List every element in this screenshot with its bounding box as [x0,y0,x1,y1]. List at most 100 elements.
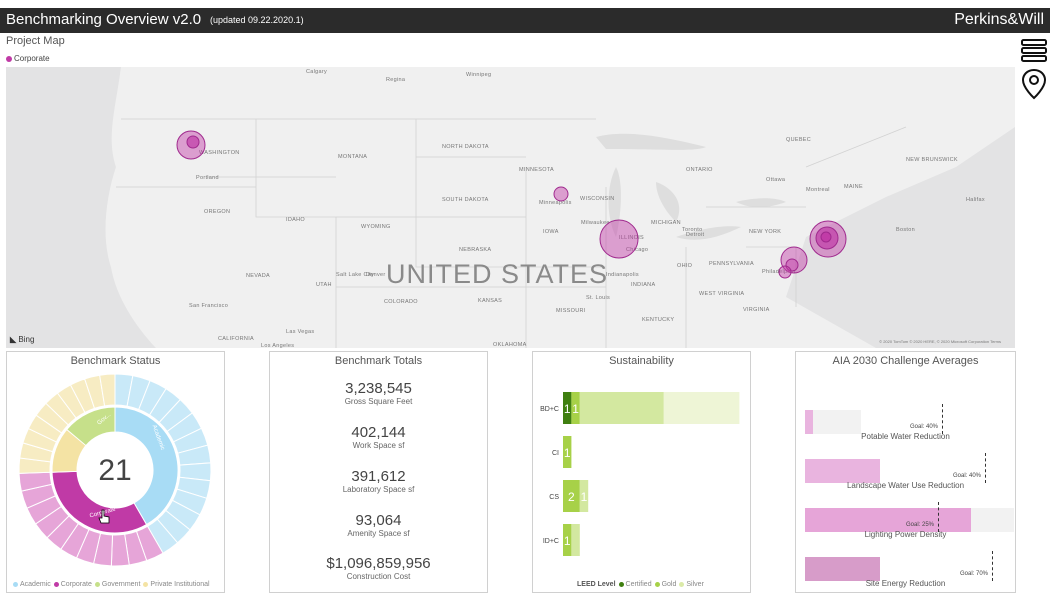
country-label: UNITED STATES [386,259,609,289]
leed-category-label: CS [549,494,559,501]
map-region-label: UTAH [316,282,332,288]
aia-bar-fill[interactable] [805,508,971,532]
map-legend: Corporate [6,54,50,63]
lake-erie [676,226,741,240]
status-sunburst[interactable]: 21AcademicCorporateGov... [7,370,224,585]
leed-legend-item[interactable]: Silver [686,581,704,588]
aia-bar-fill[interactable] [805,459,881,483]
map-region-label: Minneapolis [539,200,572,206]
updated-note: (updated 09.22.2020.1) [210,15,304,25]
aia-goal-line [942,404,943,434]
aia-bar-fill[interactable] [805,410,813,434]
government-segment[interactable] [66,406,116,447]
map-region-label: NEVADA [246,273,271,279]
benchmark-totals-title: Benchmark Totals [334,355,423,367]
legend-dot-icon [679,581,685,587]
stat-amenity-space: 93,064 Amenity Space sf [270,512,487,538]
map-region-label: Winnipeg [466,72,492,78]
status-legend-item[interactable]: Academic [20,581,51,588]
sustainability-panel: Sustainability BD+C 1 1 CI 1 CS 2 1 ID+C 1 LEED L… [532,351,751,593]
project-marker-seattle-inner[interactable] [186,135,200,149]
stat-label: Construction Cost [346,572,411,581]
leed-bar-segment[interactable] [579,392,664,424]
layers-icon[interactable] [1020,38,1048,62]
status-legend-item[interactable]: Corporate [60,581,92,588]
map-region-label: VIRGINIA [743,307,770,313]
aia-metric-label: Site Energy Reduction [865,579,946,588]
stat-work-space: 402,144 Work Space sf [270,424,487,450]
map-region-label: KANSAS [478,298,503,304]
map-region-label: Halifax [966,197,985,203]
project-marker-minneapolis[interactable] [553,186,569,202]
leed-bar-segment[interactable] [571,524,580,556]
legend-dot-icon [53,581,59,587]
leed-bar-segment[interactable] [563,524,572,556]
project-map[interactable]: Calgary WASHINGTON Portland MONTANA NORTH DA… [6,67,1015,348]
project-marker-chicago[interactable] [599,219,639,259]
title-bar: Benchmarking Overview v2.0 (updated 09.2… [0,8,1050,33]
leed-category-label: BD+C [540,406,559,413]
leed-legend-item[interactable]: Certified [625,581,652,588]
private-institutional-segment-outer[interactable] [99,373,116,407]
stat-value: $1,096,859,956 [326,555,431,572]
map-copyright: © 2020 TomTom © 2020 HERE, © 2020 Micros… [879,339,1001,344]
bing-logo: ◣ Bing [10,335,35,344]
leed-legend-title: LEED Level [577,581,616,588]
leed-bar-value: 1 [564,534,571,548]
aia-metric-label: Lighting Power Density [864,530,947,539]
sustainability-chart[interactable]: BD+C 1 1CI 1CS 2 1ID+C 1 [533,370,750,570]
leed-bar-segment[interactable] [563,480,580,512]
stat-label: Amenity Space sf [347,529,410,538]
leed-bar-segment[interactable] [563,392,572,424]
brand-logo: Perkins&Will [954,11,1044,28]
aia-bar-fill[interactable] [805,557,881,581]
map-region-label: NEBRASKA [459,247,492,253]
map-region-label: OHIO [677,263,693,269]
map-region-label: QUEBEC [786,137,812,143]
leed-bar-segment[interactable] [571,392,580,424]
status-legend-item[interactable]: Private Institutional [150,581,210,588]
map-section-title: Project Map [6,35,65,47]
map-region-label: San Francisco [189,303,229,309]
map-region-label: St. Louis [586,295,611,301]
legend-dot-icon [94,581,100,587]
corporate-dot-icon [6,55,12,62]
leed-bar-value: 1 [564,402,571,416]
leed-bar-segment[interactable] [579,480,589,512]
report-title: Benchmarking Overview v2.0 [6,11,202,28]
project-marker-dc[interactable] [778,265,792,279]
aia-goal-label: Goal: 70% [960,571,989,577]
map-region-label: Portland [196,175,219,181]
map-region-label: MAINE [844,184,863,190]
leed-bar-value: 2 [568,490,575,504]
aia-goal-line [938,502,939,532]
map-region-label: Ottawa [766,177,786,183]
map-region-label: WYOMING [361,224,391,230]
map-region-label: MISSOURI [556,308,586,314]
map-region-label: KENTUCKY [642,317,675,323]
lake-huron [656,182,680,222]
lake-michigan [608,167,621,237]
legend-dot-icon [13,581,18,587]
academic-segment[interactable] [114,406,179,526]
stat-label: Work Space sf [352,441,405,450]
project-marker-nyc-inner[interactable] [820,231,832,243]
map-region-label: Denver [366,272,386,278]
aia-goal-line [992,551,993,581]
map-region-label: NEW YORK [749,229,782,235]
pacific-ocean [6,67,156,348]
map-region-label: Salt Lake City [336,272,375,278]
leed-bar-segment[interactable] [663,392,740,424]
leed-bar-segment[interactable] [563,436,572,468]
center-hole [80,435,150,505]
stat-value: 391,612 [351,468,406,485]
leed-legend-item[interactable]: Gold [661,581,677,588]
map-pin-icon[interactable] [1020,68,1048,100]
aia-goal-label: Goal: 40% [910,424,939,430]
leed-bar-value: 1 [564,446,571,460]
status-legend-item[interactable]: Government [101,581,141,588]
map-region-label: Calgary [306,69,328,75]
status-total: 21 [98,454,131,487]
aia-bar-track [805,410,862,434]
project-markers [176,130,847,279]
